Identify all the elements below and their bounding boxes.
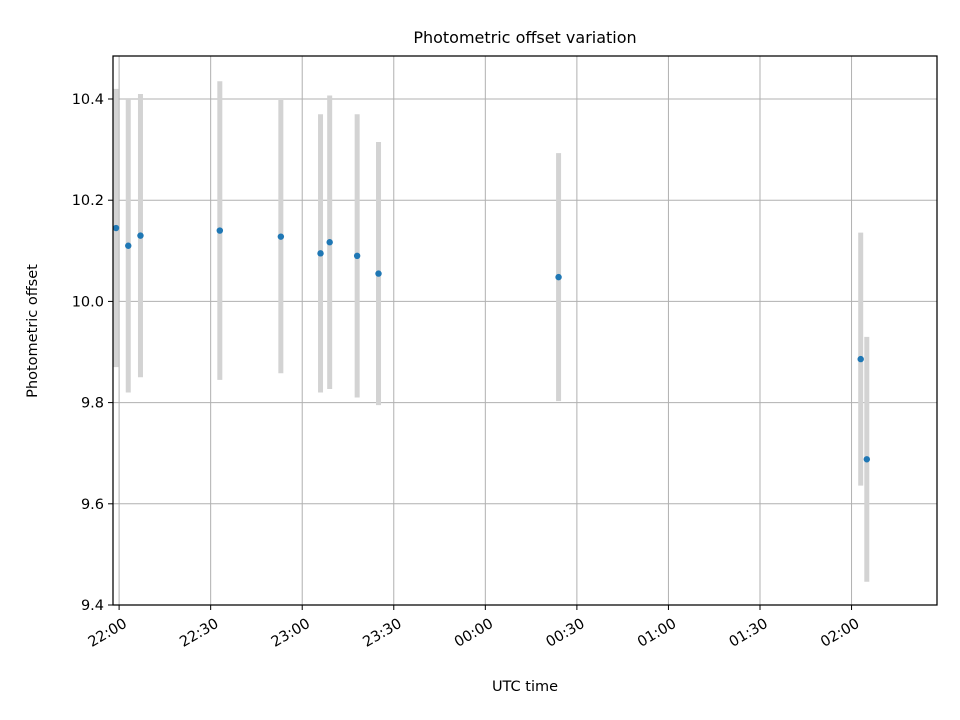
- grid-lines: [113, 56, 937, 606]
- y-tick-label: 10.0: [72, 294, 104, 310]
- data-point: [555, 273, 562, 281]
- y-tick-label: 10.4: [72, 92, 104, 108]
- data-point: [857, 355, 864, 363]
- data-point: [326, 239, 333, 246]
- x-axis-label: UTC time: [492, 679, 558, 695]
- data-point: [112, 224, 120, 232]
- data-point: [353, 252, 361, 260]
- y-tick-label: 9.4: [81, 598, 104, 614]
- data-point: [125, 242, 132, 249]
- y-tick-label: 10.2: [72, 193, 104, 209]
- data-point: [277, 233, 285, 240]
- y-axis-ticks: 9.4 9.6 9.8 10.0 10.2 10.4: [72, 92, 113, 614]
- y-tick-label: 9.6: [81, 497, 104, 513]
- y-tick-label: 9.8: [81, 396, 104, 412]
- data-point: [317, 250, 324, 257]
- y-axis-label: Photometric offset: [25, 264, 41, 398]
- data-point: [137, 232, 144, 239]
- data-points: [112, 224, 871, 463]
- data-point: [216, 227, 224, 234]
- chart-title: Photometric offset variation: [413, 28, 636, 47]
- data-point: [375, 270, 382, 277]
- data-point: [863, 456, 871, 463]
- plot-frame: [112, 55, 938, 606]
